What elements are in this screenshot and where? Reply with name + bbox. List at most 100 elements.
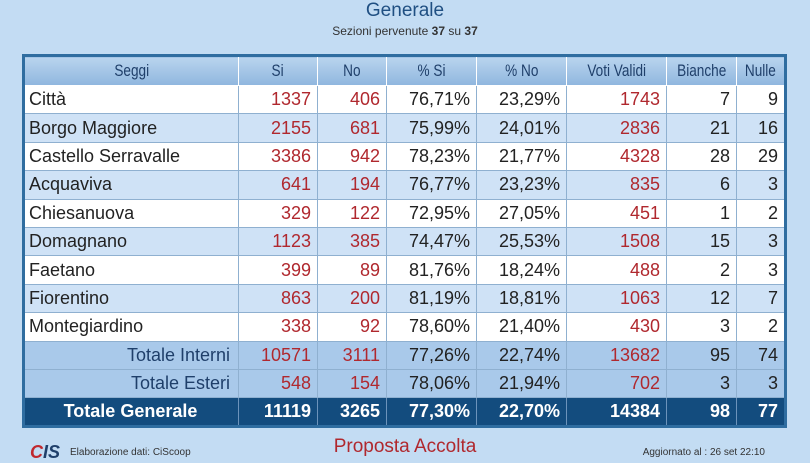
no-cell: 406 [317, 84, 387, 115]
valid-votes-cell: 488 [566, 255, 667, 285]
blank-cell: 1 [666, 198, 737, 228]
seggio-name: Città [23, 84, 239, 115]
seggio-name: Domagnano [23, 226, 239, 257]
total-row: Totale Esteri 548 154 78,06% 21,94% 702 3 3 [23, 368, 786, 399]
column-header-label: Voti Validi [587, 61, 646, 80]
pct-no-cell: 21,94% [476, 368, 567, 399]
seggio-name: Faetano [23, 255, 239, 285]
sections-total: 37 [464, 24, 478, 38]
table-row: Montegiardino 338 92 78,60% 21,40% 430 3 2 [23, 312, 786, 342]
si-cell: 1123 [238, 226, 318, 257]
pct-si-cell: 78,60% [386, 312, 477, 342]
sections-received: 37 [431, 24, 446, 38]
no-cell: 200 [317, 283, 387, 314]
pct-si-cell: 77,30% [386, 397, 477, 427]
null-cell: 77 [736, 397, 786, 427]
si-cell: 329 [238, 198, 318, 228]
pct-no-cell: 27,05% [476, 198, 567, 228]
null-cell: 2 [736, 312, 786, 342]
valid-votes-cell: 4328 [566, 141, 667, 172]
pct-no-cell: 24,01% [476, 113, 567, 143]
table-row: Domagnano 1123 385 74,47% 25,53% 1508 15 3 [23, 226, 786, 257]
blank-cell: 15 [666, 226, 737, 257]
blank-cell: 2 [666, 255, 737, 285]
result-label: Proposta Accolta [333, 436, 477, 457]
seggio-name: Castello Serravalle [23, 141, 239, 172]
table-row: Acquaviva 641 194 76,77% 23,23% 835 6 3 [23, 170, 786, 200]
pct-no-cell: 23,29% [476, 84, 567, 115]
pct-no-cell: 23,23% [476, 170, 567, 200]
seggio-name: Montegiardino [23, 312, 239, 342]
valid-votes-cell: 451 [566, 198, 667, 228]
pct-si-cell: 76,71% [386, 84, 477, 115]
null-cell: 74 [736, 340, 786, 370]
seggio-name: Totale Esteri [23, 368, 239, 399]
null-cell: 29 [736, 141, 786, 172]
column-header[interactable]: Voti Validi [566, 55, 667, 86]
seggio-name: Borgo Maggiore [23, 113, 239, 143]
no-cell: 681 [317, 113, 387, 143]
pct-si-cell: 72,95% [386, 198, 477, 228]
null-cell: 2 [736, 198, 786, 228]
pct-si-cell: 77,26% [386, 340, 477, 370]
valid-votes-cell: 14384 [566, 397, 667, 427]
results-table: Seggi Si No % Si % No Voti Validi Bianche Nulle… [22, 54, 787, 428]
si-cell: 548 [238, 368, 318, 399]
pct-si-cell: 76,77% [386, 170, 477, 200]
column-header-label: Si [271, 61, 285, 80]
seggio-name: Totale Generale [23, 397, 239, 427]
no-cell: 122 [317, 198, 387, 228]
table-row: Faetano 399 89 81,76% 18,24% 488 2 3 [23, 255, 786, 285]
si-cell: 11119 [238, 397, 318, 427]
valid-votes-cell: 430 [566, 312, 667, 342]
blank-cell: 3 [666, 368, 737, 399]
column-header[interactable]: Bianche [666, 55, 737, 86]
null-cell: 7 [736, 283, 786, 314]
si-cell: 3386 [238, 141, 318, 172]
seggio-name: Fiorentino [23, 283, 239, 314]
table-header: Seggi Si No % Si % No Voti Validi Bianche Nulle [23, 55, 786, 86]
pct-no-cell: 21,77% [476, 141, 567, 172]
null-cell: 16 [736, 113, 786, 143]
no-cell: 92 [317, 312, 387, 342]
page-title: Generale [365, 0, 445, 21]
data-source: Elaborazione dati: CiScoop [70, 447, 191, 458]
column-header-label: % Si [417, 61, 446, 80]
valid-votes-cell: 702 [566, 368, 667, 399]
pct-no-cell: 18,81% [476, 283, 567, 314]
column-header[interactable]: Si [238, 55, 318, 86]
pct-si-cell: 78,23% [386, 141, 477, 172]
blank-cell: 6 [666, 170, 737, 200]
pct-no-cell: 18,24% [476, 255, 567, 285]
pct-si-cell: 81,76% [386, 255, 477, 285]
valid-votes-cell: 835 [566, 170, 667, 200]
pct-si-cell: 75,99% [386, 113, 477, 143]
pct-no-cell: 22,74% [476, 340, 567, 370]
table-row: Castello Serravalle 3386 942 78,23% 21,77% 43… [23, 141, 786, 172]
column-header[interactable]: No [317, 55, 387, 86]
updated-timestamp: Aggiornato al : 26 set 22:10 [642, 447, 765, 458]
null-cell: 9 [736, 84, 786, 115]
no-cell: 3265 [317, 397, 387, 427]
table-row: Fiorentino 863 200 81,19% 18,81% 1063 12 7 [23, 283, 786, 314]
column-header[interactable]: Nulle [736, 55, 786, 86]
grand-total-row: Totale Generale 11119 3265 77,30% 22,70% 1438… [23, 397, 786, 427]
no-cell: 3111 [317, 340, 387, 370]
no-cell: 154 [317, 368, 387, 399]
valid-votes-cell: 1743 [566, 84, 667, 115]
si-cell: 1337 [238, 84, 318, 115]
null-cell: 3 [736, 368, 786, 399]
si-cell: 338 [238, 312, 318, 342]
column-header[interactable]: % No [476, 55, 567, 86]
no-cell: 385 [317, 226, 387, 257]
column-header[interactable]: % Si [386, 55, 477, 86]
si-cell: 399 [238, 255, 318, 285]
column-header[interactable]: Seggi [23, 55, 239, 86]
pct-si-cell: 81,19% [386, 283, 477, 314]
no-cell: 89 [317, 255, 387, 285]
seggio-name: Acquaviva [23, 170, 239, 200]
si-cell: 10571 [238, 340, 318, 370]
null-cell: 3 [736, 170, 786, 200]
null-cell: 3 [736, 255, 786, 285]
si-cell: 2155 [238, 113, 318, 143]
